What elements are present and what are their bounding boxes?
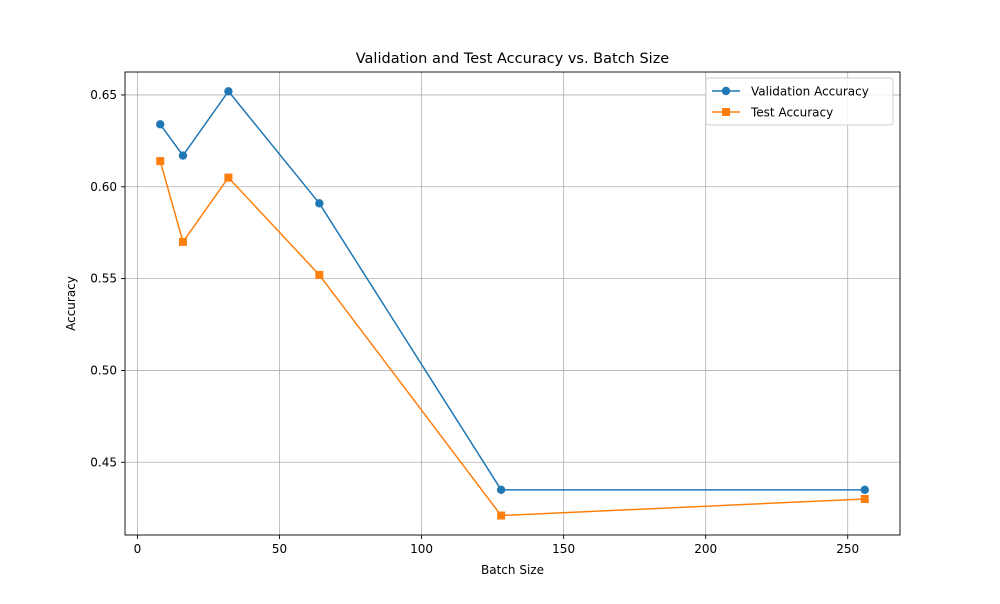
y-axis-title: Accuracy <box>64 276 78 331</box>
plot-frame <box>124 71 901 536</box>
data-point <box>315 270 324 279</box>
y-tick-label: 0.45 <box>90 455 117 469</box>
data-point <box>860 485 869 495</box>
x-tick-label: 250 <box>836 542 859 556</box>
data-point <box>496 485 506 495</box>
y-tick-label: 0.55 <box>90 272 117 286</box>
series-layer <box>156 87 869 520</box>
x-axis-title: Batch Size <box>481 563 544 577</box>
legend-entry: Test Accuracy <box>712 106 833 120</box>
legend-label: Validation Accuracy <box>751 85 869 99</box>
x-tick-label: 150 <box>552 542 575 556</box>
data-point <box>178 151 188 160</box>
legend-marker <box>721 86 731 96</box>
y-tick-label: 0.65 <box>90 88 117 102</box>
data-point <box>178 237 187 246</box>
data-point <box>224 87 233 96</box>
legend-entry: Validation Accuracy <box>712 85 869 99</box>
data-point <box>156 157 165 166</box>
series-line-validation <box>159 90 865 491</box>
data-point <box>860 495 869 504</box>
data-point <box>315 199 324 208</box>
data-point <box>156 120 165 129</box>
x-tick-label: 0 <box>134 542 142 556</box>
axes: 0 50 100 150 200 250 0.45 0.50 0.55 0.60 0.65 <box>90 71 901 556</box>
series-line-test <box>159 160 865 517</box>
legend-box <box>705 77 894 126</box>
y-tick-label: 0.50 <box>90 363 117 377</box>
data-point <box>497 511 506 520</box>
x-tick-label: 200 <box>694 542 717 556</box>
grid <box>125 72 900 535</box>
x-tick-label: 50 <box>272 542 287 556</box>
x-tick-label: 100 <box>410 542 433 556</box>
legend-label: Test Accuracy <box>750 106 833 120</box>
legend-marker <box>722 108 730 116</box>
chart-title: Validation and Test Accuracy vs. Batch S… <box>356 51 670 67</box>
data-point <box>224 173 233 182</box>
legend: Validation Accuracy Test Accuracy <box>705 77 894 126</box>
y-tick-label: 0.60 <box>90 180 117 194</box>
